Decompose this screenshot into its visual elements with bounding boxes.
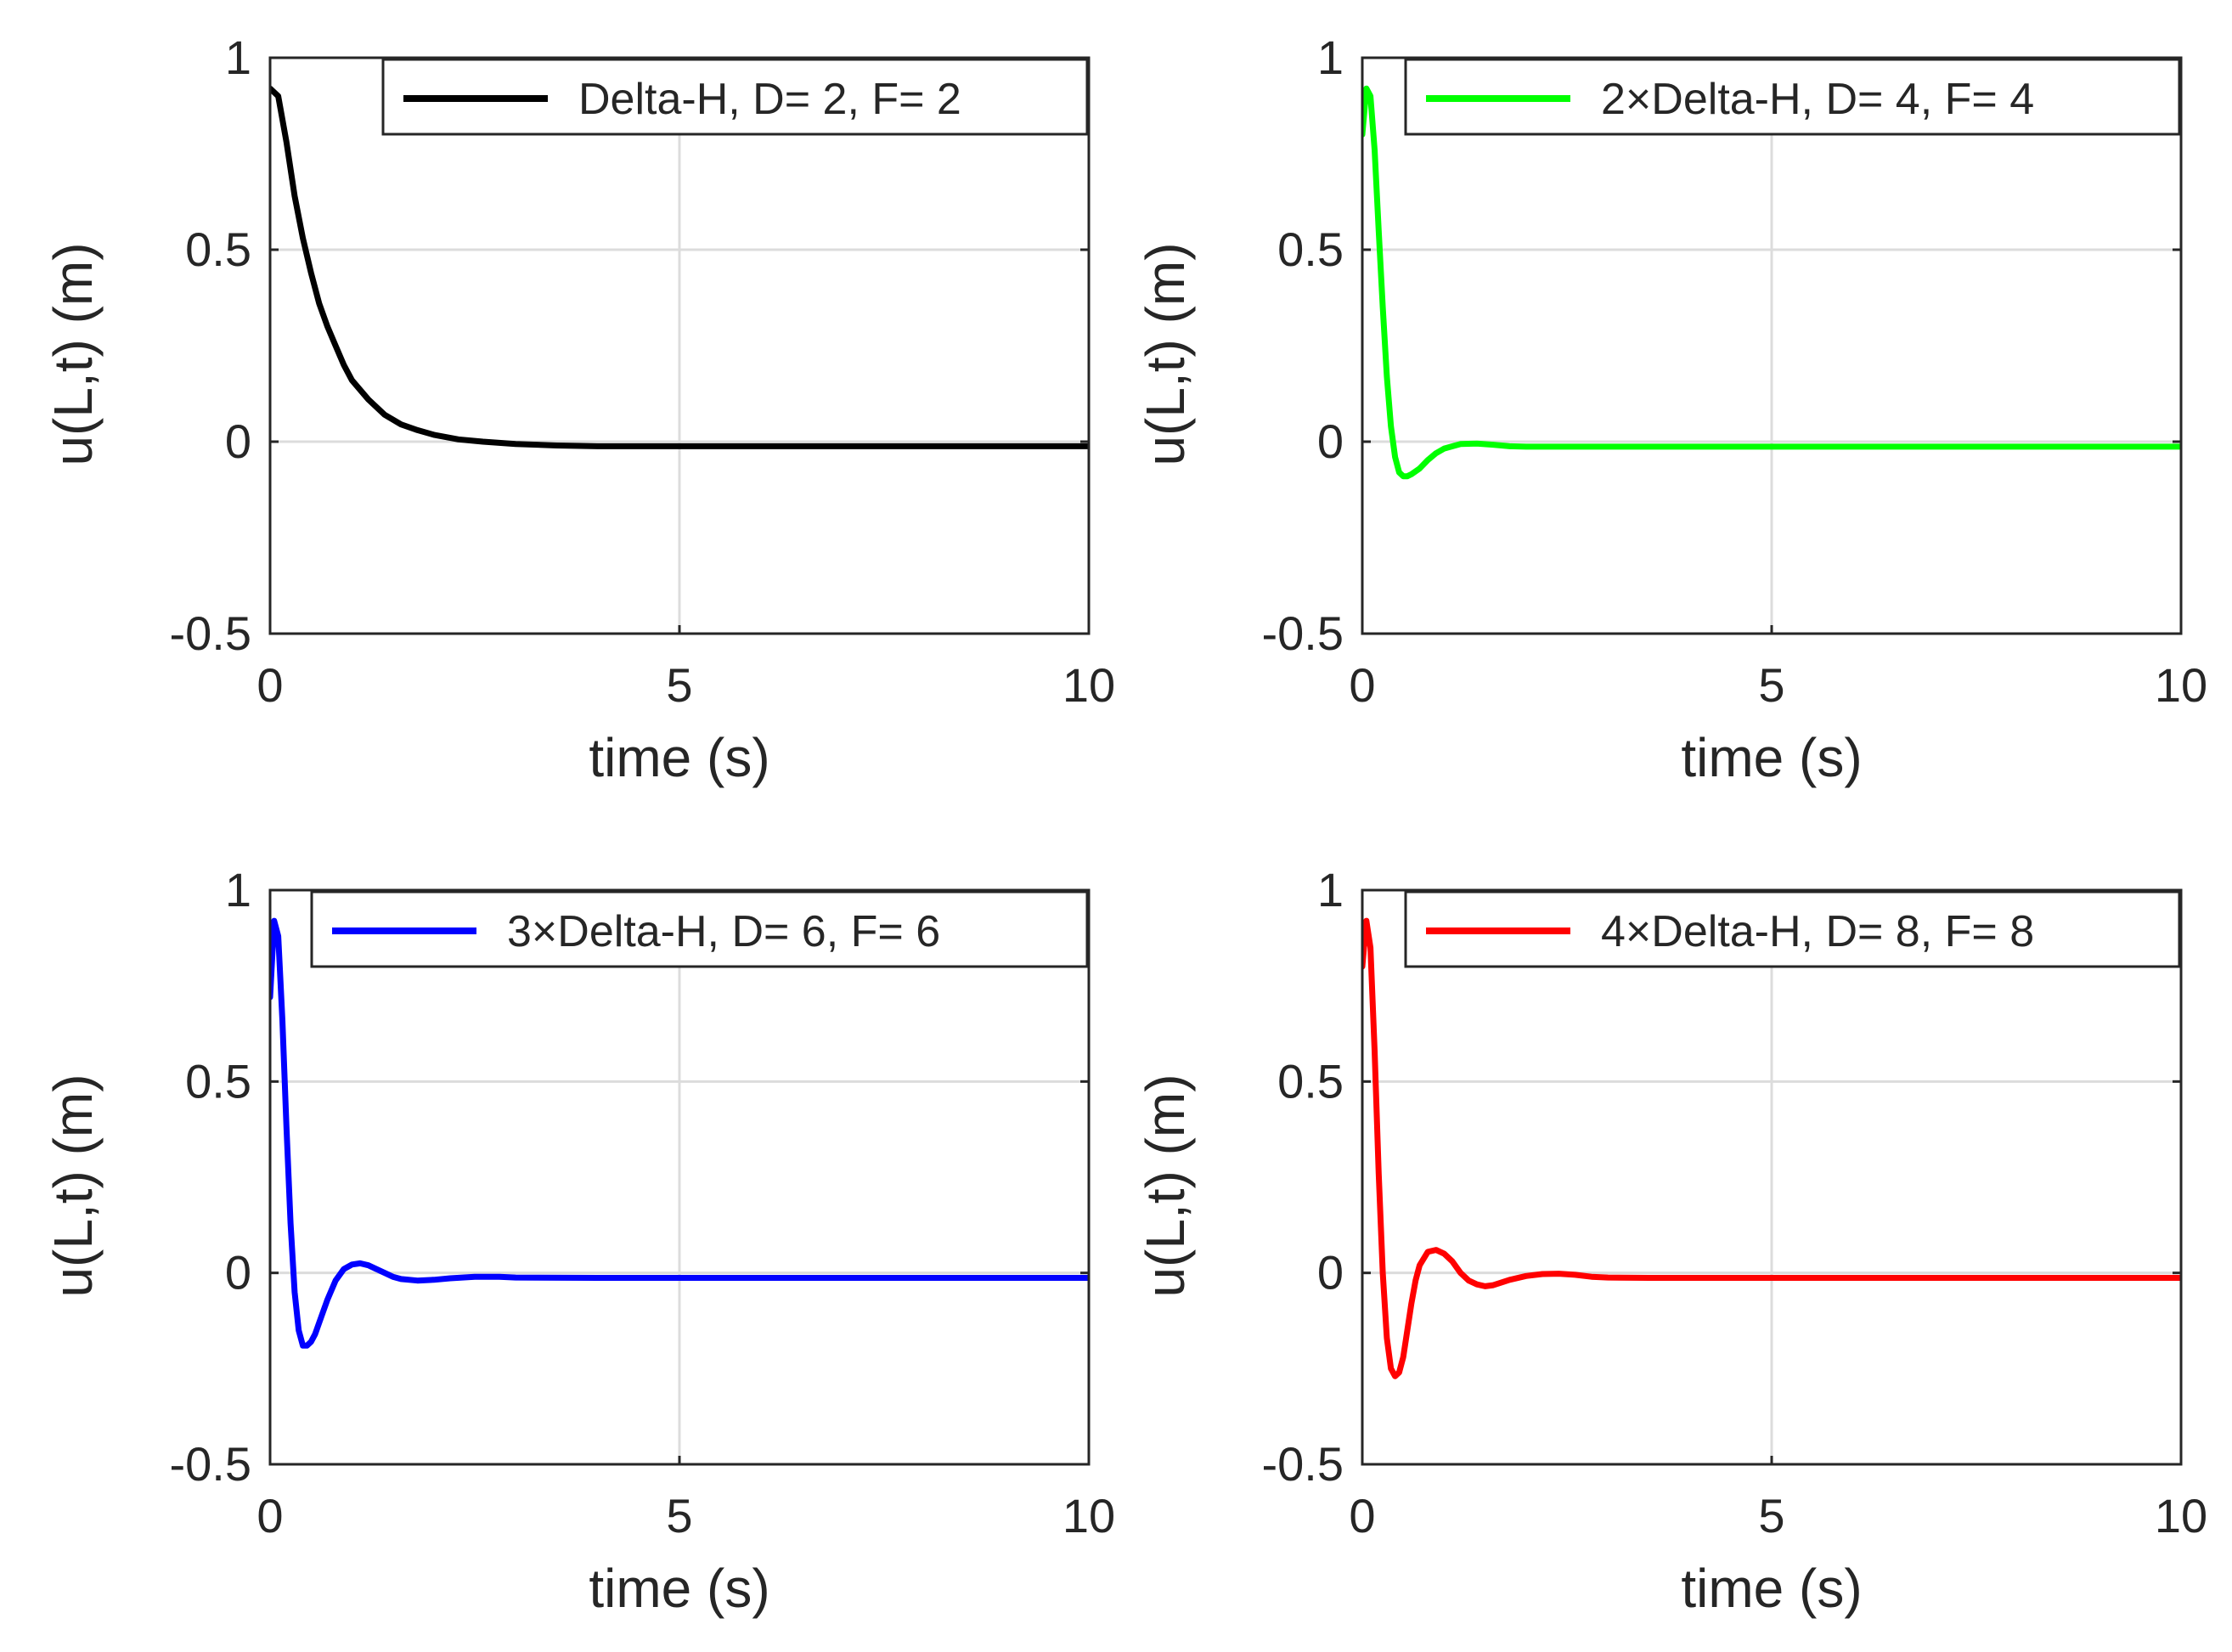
y-axis-label: u(L,t) (m) [1135,242,1196,465]
legend-label: 3×Delta-H, D= 6, F= 6 [507,907,940,956]
y-tick-label: 0 [1317,1246,1344,1300]
y-tick-label: 1 [1317,863,1344,916]
y-tick-label: 1 [225,31,251,84]
y-tick-label: 0 [225,414,251,468]
x-tick-label: 0 [256,1489,283,1542]
legend: 3×Delta-H, D= 6, F= 6 [310,890,1089,968]
y-axis-label: u(L,t) (m) [42,242,104,465]
legend: 2×Delta-H, D= 4, F= 4 [1404,58,2181,136]
legend-label: Delta-H, D= 2, F= 2 [578,75,961,124]
series-line-3 [270,917,1089,1349]
y-axis-label: u(L,t) (m) [42,1074,104,1297]
x-tick-label: 10 [1062,658,1115,712]
x-axis-label: time (s) [1681,727,1862,788]
x-tick-label: 5 [1758,658,1784,712]
legend-label: 4×Delta-H, D= 8, F= 8 [1601,907,2034,956]
y-tick-label: 0.5 [185,223,251,276]
x-axis-label: time (s) [589,1558,769,1619]
x-axis-label: time (s) [1681,1558,1862,1619]
y-tick-label: -0.5 [170,606,252,660]
series-line-1 [270,85,1089,449]
series-line-4 [1362,917,2181,1379]
x-axis-label: time (s) [589,727,769,788]
y-tick-label: 1 [1317,31,1344,84]
y-tick-label: 0.5 [1277,223,1344,276]
x-tick-label: 5 [666,1489,692,1542]
y-tick-label: 0 [225,1246,251,1300]
x-tick-label: 10 [2155,1489,2207,1542]
y-tick-label: 0.5 [1277,1054,1344,1108]
y-tick-label: -0.5 [1262,606,1344,660]
x-tick-label: 5 [666,658,692,712]
y-tick-label: -0.5 [1262,1437,1344,1491]
legend-label: 2×Delta-H, D= 4, F= 4 [1601,75,2034,124]
x-tick-label: 0 [1349,658,1375,712]
legend: Delta-H, D= 2, F= 2 [381,58,1089,136]
y-tick-label: -0.5 [170,1437,252,1491]
x-tick-label: 10 [2155,658,2207,712]
y-tick-label: 1 [225,863,251,916]
x-tick-label: 0 [256,658,283,712]
y-tick-label: 0.5 [185,1054,251,1108]
legend: 4×Delta-H, D= 8, F= 8 [1404,890,2181,968]
y-axis-label: u(L,t) (m) [1135,1074,1196,1297]
x-tick-label: 10 [1062,1489,1115,1542]
x-tick-label: 5 [1758,1489,1784,1542]
series-line-2 [1362,85,2181,480]
y-tick-label: 0 [1317,414,1344,468]
x-tick-label: 0 [1349,1489,1375,1542]
